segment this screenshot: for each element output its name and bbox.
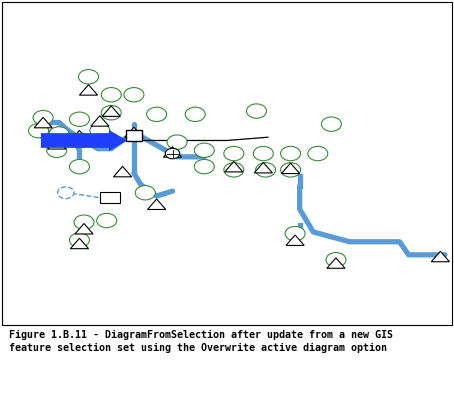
Circle shape — [69, 160, 89, 174]
Circle shape — [124, 88, 144, 102]
Circle shape — [33, 110, 53, 125]
Circle shape — [247, 104, 266, 118]
Circle shape — [49, 127, 69, 141]
Circle shape — [326, 253, 346, 267]
Circle shape — [74, 215, 94, 229]
Polygon shape — [225, 162, 243, 172]
Polygon shape — [91, 116, 109, 126]
Circle shape — [165, 148, 180, 159]
Circle shape — [135, 186, 155, 200]
Circle shape — [167, 135, 187, 149]
Polygon shape — [34, 117, 52, 128]
Polygon shape — [148, 199, 166, 209]
Polygon shape — [431, 251, 449, 262]
Circle shape — [224, 163, 244, 177]
Polygon shape — [281, 163, 300, 173]
Circle shape — [253, 147, 273, 161]
Circle shape — [79, 70, 99, 84]
Circle shape — [281, 147, 301, 161]
Circle shape — [69, 233, 89, 248]
Circle shape — [281, 163, 301, 177]
Bar — [100, 192, 120, 202]
Circle shape — [194, 160, 214, 174]
Circle shape — [308, 147, 328, 161]
Circle shape — [58, 187, 74, 199]
Circle shape — [101, 105, 121, 120]
Circle shape — [101, 88, 121, 102]
Circle shape — [285, 227, 305, 241]
Circle shape — [321, 117, 341, 131]
Polygon shape — [79, 85, 98, 95]
Polygon shape — [327, 258, 345, 268]
Polygon shape — [70, 238, 89, 249]
Polygon shape — [70, 130, 89, 141]
Circle shape — [29, 124, 49, 138]
Polygon shape — [48, 139, 66, 149]
Polygon shape — [254, 162, 272, 173]
Circle shape — [90, 124, 110, 138]
Circle shape — [97, 213, 117, 228]
Polygon shape — [75, 223, 93, 234]
Circle shape — [224, 147, 244, 161]
Polygon shape — [286, 235, 304, 246]
Polygon shape — [114, 166, 132, 177]
Bar — [126, 130, 142, 141]
Polygon shape — [102, 106, 120, 116]
Text: Figure 1.B.11 - DiagramFromSelection after update from a new GIS
feature selecti: Figure 1.B.11 - DiagramFromSelection aft… — [9, 330, 393, 354]
Circle shape — [256, 163, 276, 177]
Polygon shape — [163, 147, 182, 157]
Circle shape — [47, 143, 67, 158]
Circle shape — [194, 143, 214, 158]
Polygon shape — [125, 127, 143, 137]
Circle shape — [69, 112, 89, 126]
Circle shape — [185, 107, 205, 122]
Circle shape — [147, 107, 167, 122]
Circle shape — [72, 133, 92, 148]
FancyArrow shape — [41, 130, 127, 151]
